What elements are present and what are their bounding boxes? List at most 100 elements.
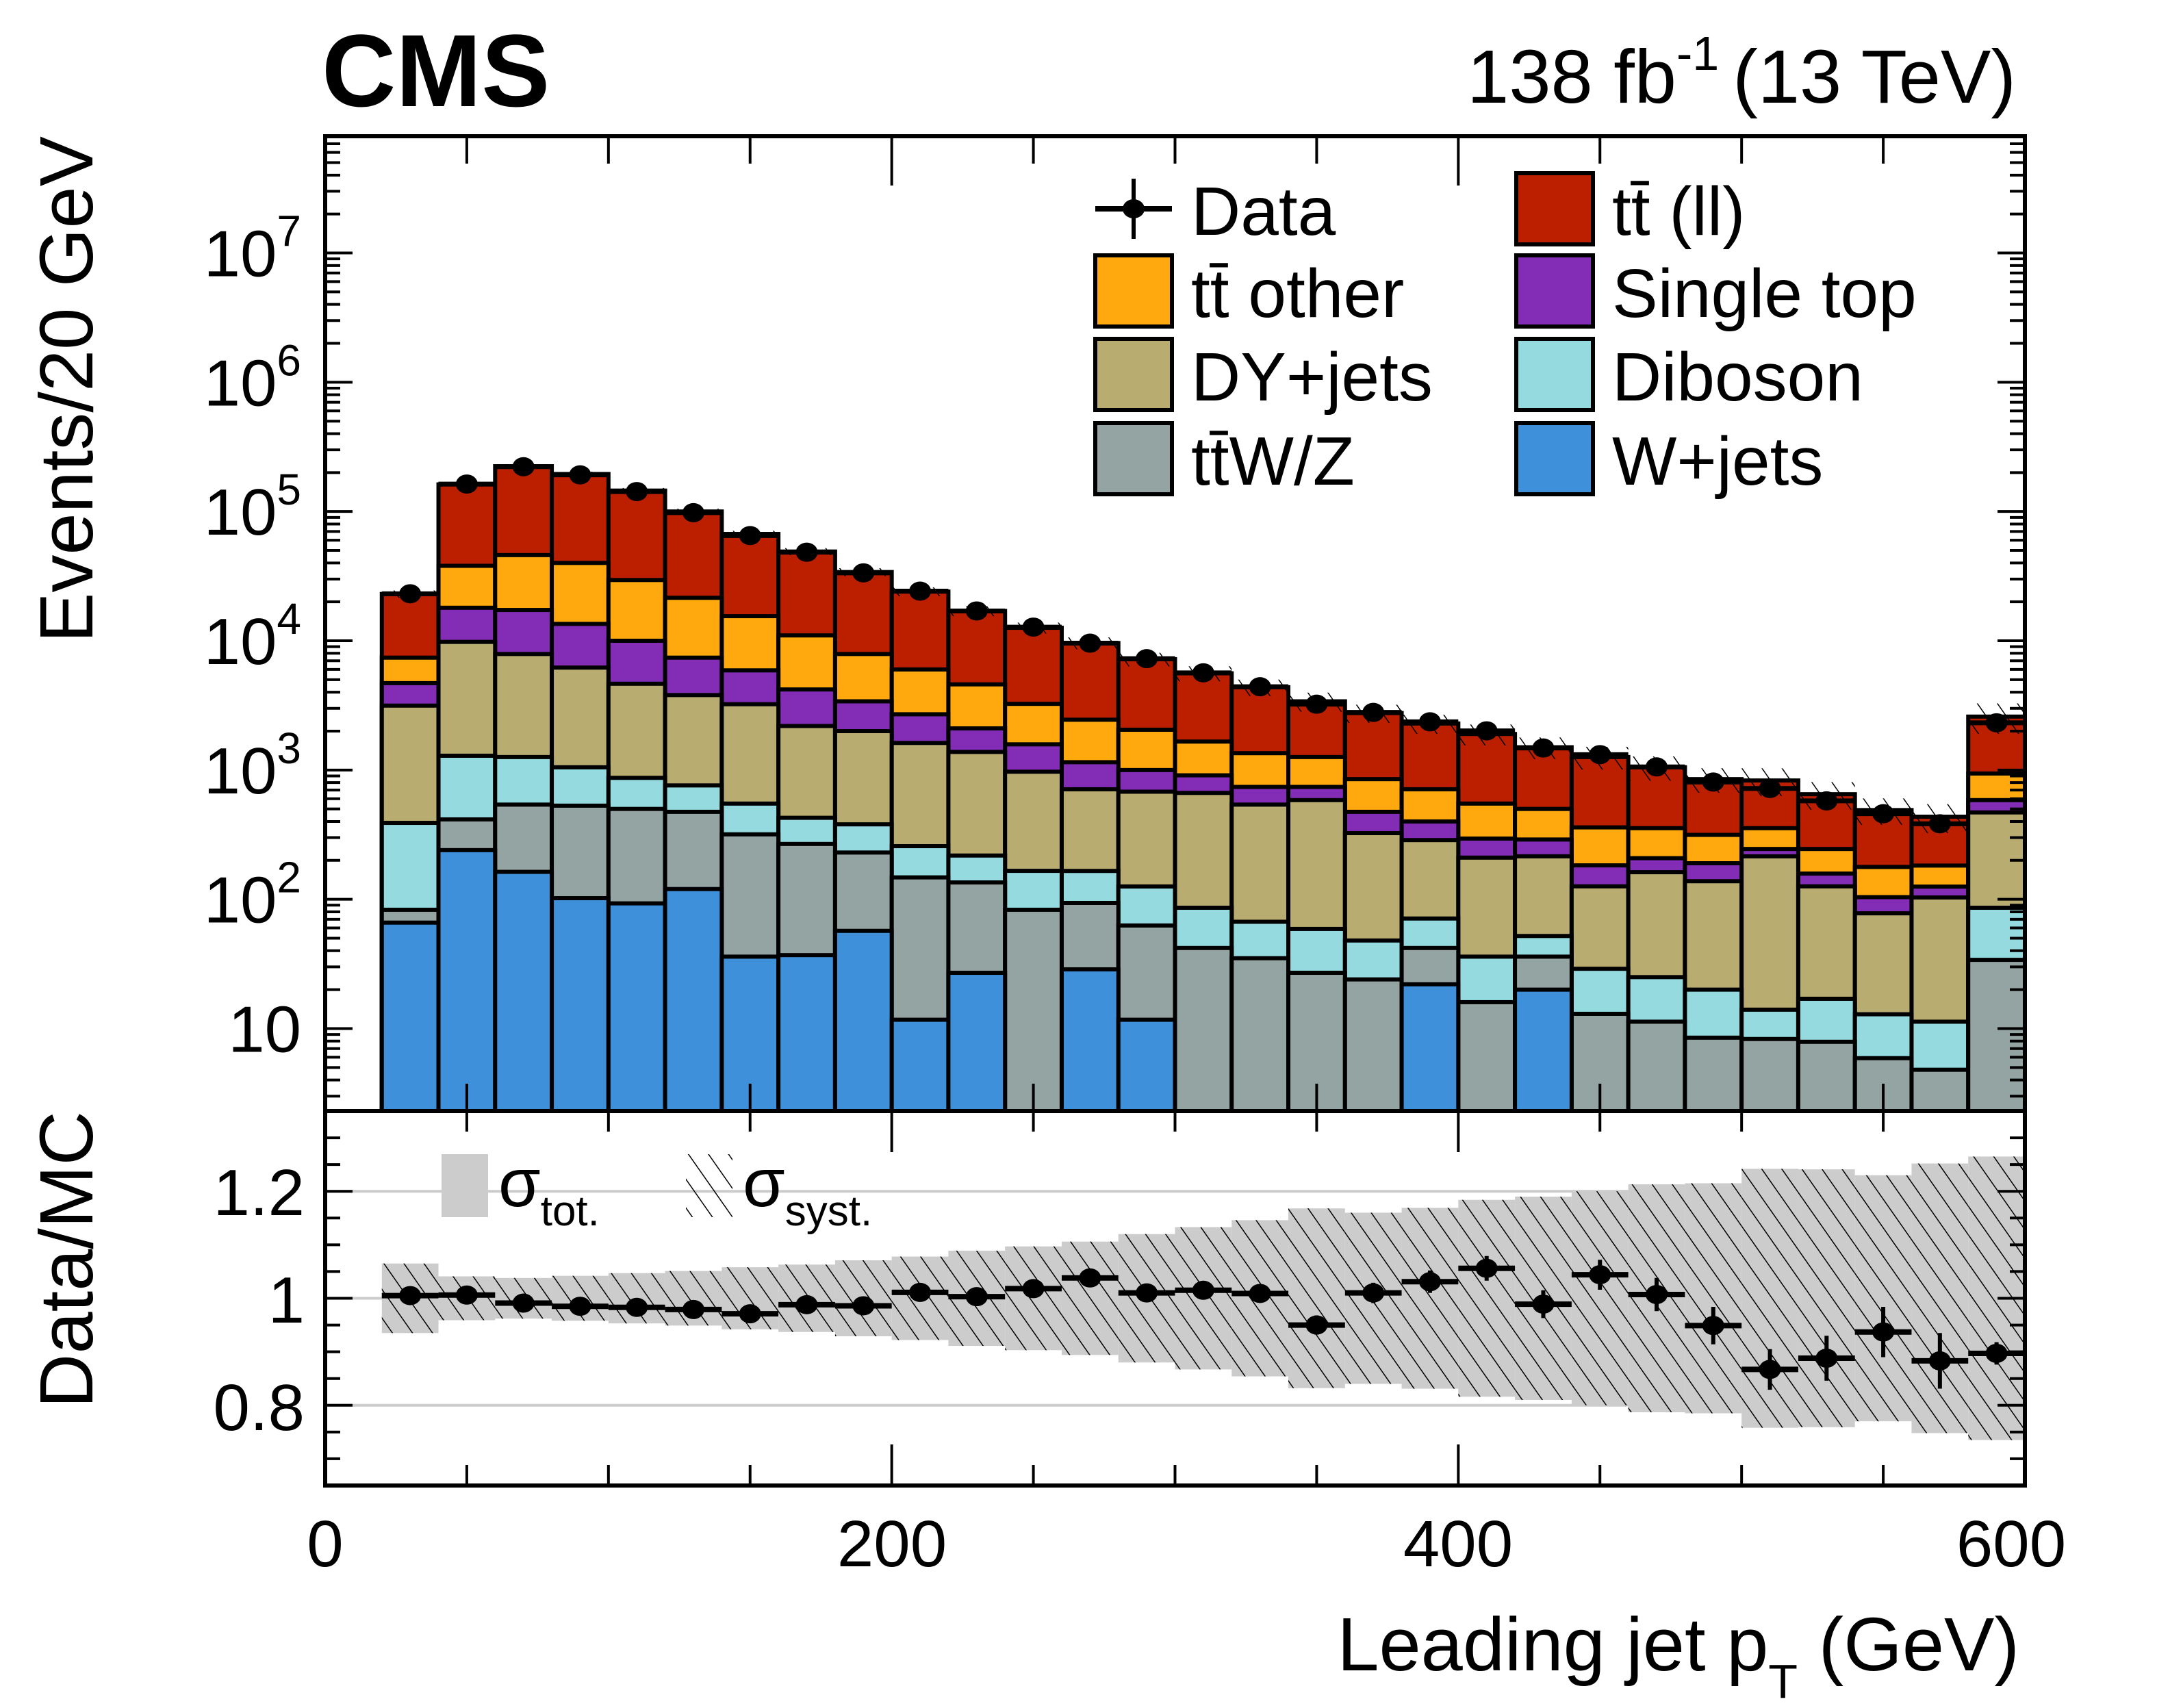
data-point <box>1249 677 1271 697</box>
ratio-point <box>1362 1283 1385 1303</box>
y-tick-label: 103 <box>204 724 301 808</box>
ratio-point <box>682 1299 704 1319</box>
y-tick-exponent: 7 <box>277 207 301 256</box>
stack-bar-ttwz <box>1796 1039 1857 1111</box>
data-point <box>1872 804 1895 824</box>
stack-bar-w-jets <box>1399 982 1461 1111</box>
legend-swatch <box>1093 253 1174 329</box>
legend-label: W+jets <box>1612 423 1823 500</box>
ratio-point <box>1646 1285 1668 1305</box>
ratio-point <box>1589 1265 1611 1285</box>
y-tick-base: 10 <box>204 864 277 937</box>
legend-swatch <box>1093 337 1174 412</box>
y-tick-base: 10 <box>204 346 277 420</box>
data-point <box>1928 814 1951 834</box>
ratio-point <box>1192 1280 1214 1300</box>
ratio-point <box>1872 1322 1895 1342</box>
band-syst <box>1571 1191 1629 1405</box>
lumi-label: 138 fb-1 (13 TeV) <box>1467 27 2016 119</box>
legend-swatch <box>1514 253 1595 329</box>
y-tick-exponent: 2 <box>277 853 301 902</box>
ratio-point <box>965 1287 988 1307</box>
data-point <box>1418 712 1441 732</box>
ratio-ytick-label: 0.8 <box>214 1371 305 1444</box>
stack-bar-ttwz <box>1683 1035 1744 1111</box>
ratio-point <box>455 1285 478 1305</box>
ratio-point <box>1985 1343 2008 1363</box>
y-tick-base: 10 <box>228 993 301 1066</box>
legend-label: DY+jets <box>1191 339 1433 416</box>
data-point <box>1815 791 1838 811</box>
ratio-point <box>1079 1268 1101 1288</box>
legend-swatch-sigma-tot <box>442 1154 488 1217</box>
band-syst <box>1005 1246 1062 1351</box>
stack-bar-w-jets <box>1059 967 1121 1111</box>
ratio-point <box>399 1286 422 1305</box>
band-syst <box>1401 1208 1459 1389</box>
stack-bar-w-jets <box>832 928 894 1111</box>
x-axis-label: Leading jet pT (GeV) <box>1337 1603 2019 1708</box>
data-points <box>381 457 2025 834</box>
legend-item-ttll: tt̄ (ll) <box>1514 171 1745 250</box>
ratio-point <box>739 1304 761 1324</box>
data-point <box>1022 617 1045 637</box>
ratio-points <box>381 1255 2025 1390</box>
stack-histogram <box>379 463 2025 1111</box>
data-point <box>626 482 648 502</box>
y-tick-label: 10 <box>228 993 301 1066</box>
legend-label-sigma-tot: σtot. <box>498 1145 600 1235</box>
x-tick-label: 600 <box>1956 1507 2066 1581</box>
ratio-y-axis-label: Data/MC <box>25 1111 109 1408</box>
data-point <box>1759 778 1781 798</box>
legend-swatch-sigma-syst <box>686 1154 732 1217</box>
stack-bar-ttwz <box>1229 956 1291 1111</box>
legend-label: Single top <box>1612 255 1917 332</box>
band-syst <box>1061 1241 1119 1355</box>
band-syst <box>1798 1169 1855 1427</box>
ratio-point <box>1532 1295 1555 1314</box>
stack-bar-ttwz <box>1739 1036 1800 1111</box>
data-point <box>1532 738 1555 758</box>
data-point <box>909 581 932 601</box>
lumi-value: 138 fb <box>1467 35 1676 119</box>
legend-item-w-jets: W+jets <box>1514 421 1823 500</box>
data-point <box>1362 702 1385 722</box>
stack-bar-w-jets <box>379 920 441 1111</box>
data-point <box>965 601 988 621</box>
x-tick-label: 200 <box>837 1507 947 1581</box>
stack-bar-ttwz <box>1626 1019 1687 1111</box>
ratio-point <box>1305 1315 1328 1335</box>
uncertainty-band <box>381 1156 2025 1440</box>
data-point <box>1589 745 1611 765</box>
stack-bar-w-jets <box>889 1017 951 1111</box>
lumi-exponent: -1 <box>1676 27 1719 80</box>
data-point <box>739 526 761 546</box>
ratio-point <box>1475 1258 1498 1278</box>
ratio-point <box>909 1282 932 1302</box>
legend-label-sigma-syst: σsyst. <box>743 1145 872 1235</box>
stack-bar-ttwz <box>1966 958 2025 1111</box>
ratio-point <box>1022 1279 1045 1299</box>
stack-bar-ttwz <box>1342 977 1404 1111</box>
data-point <box>569 465 591 485</box>
band-syst <box>1458 1199 1516 1397</box>
stack-bar-w-jets <box>1513 987 1574 1111</box>
data-point <box>455 474 478 494</box>
legend-item-ttwz: tt̄W/Z <box>1093 421 1355 500</box>
legend-label: tt̄W/Z <box>1191 423 1355 500</box>
y-tick-base: 10 <box>204 476 277 549</box>
stack-bar-w-jets <box>493 869 554 1111</box>
y-tick-label: 105 <box>204 465 301 549</box>
ratio-point <box>1249 1284 1271 1303</box>
legend-label: Data <box>1191 173 1336 250</box>
y-tick-label: 104 <box>204 594 301 678</box>
legend-label: tt̄ (ll) <box>1612 173 1745 250</box>
data-point <box>795 542 818 562</box>
data-point <box>1192 663 1214 683</box>
experiment-label: CMS <box>322 13 550 128</box>
ratio-point <box>1759 1360 1781 1379</box>
legend-item-dy-jets: DY+jets <box>1093 337 1433 416</box>
legend-label: Diboson <box>1612 339 1863 416</box>
legend-label: tt̄ other <box>1191 255 1404 332</box>
